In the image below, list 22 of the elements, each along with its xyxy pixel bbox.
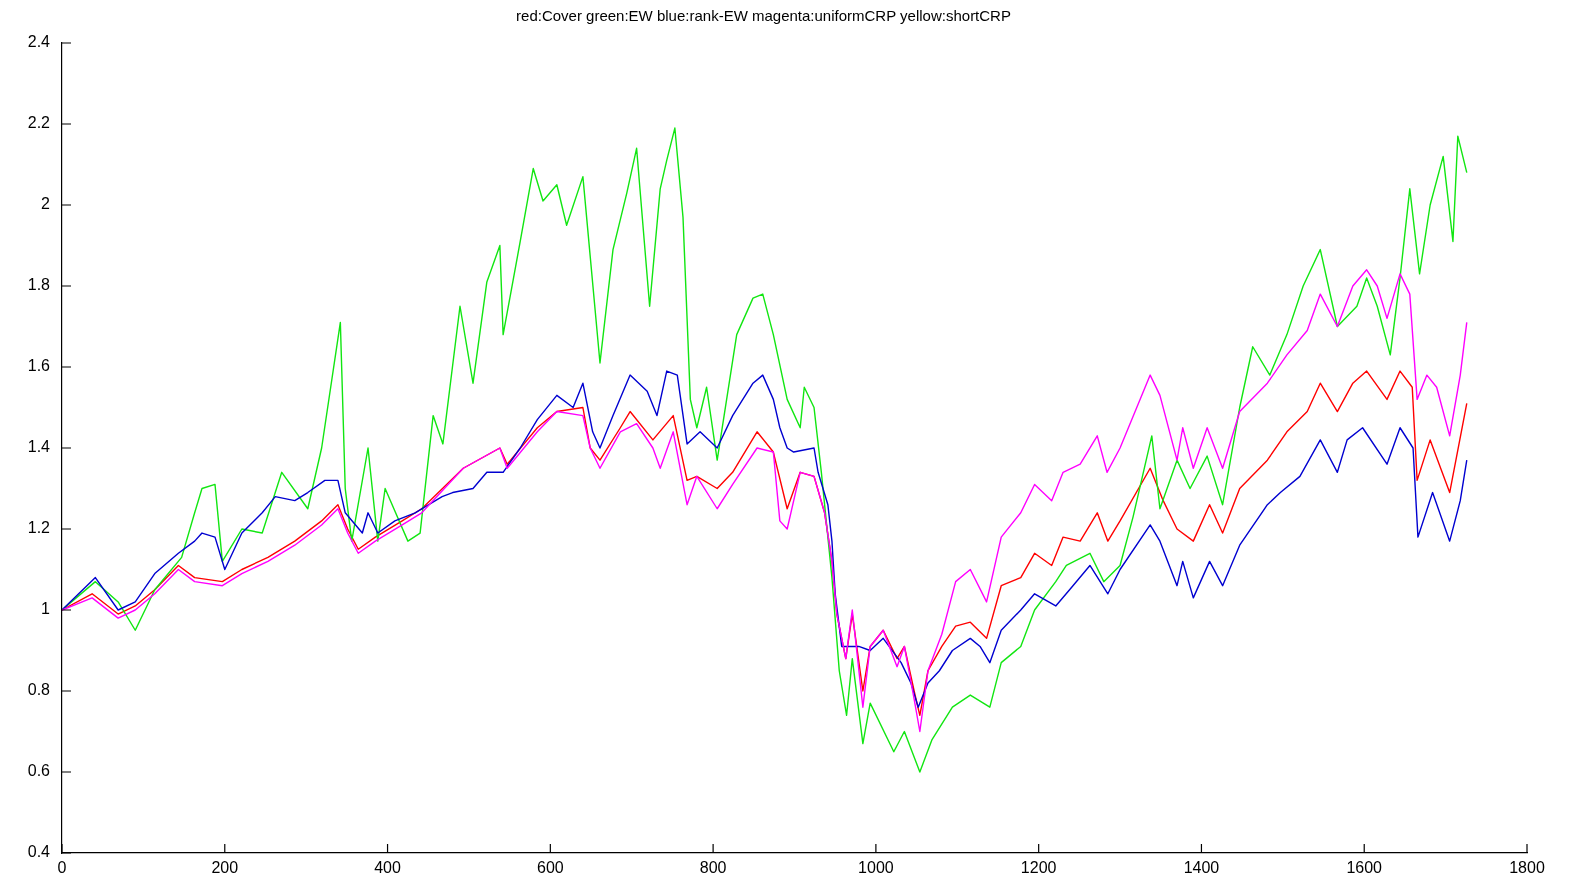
y-tick-label: 2.2	[27, 114, 51, 132]
y-tick-label: 1.6	[27, 357, 51, 375]
y-tick-label: 1.2	[27, 519, 51, 537]
y-tick-label: 1	[41, 600, 51, 618]
x-tick-label: 0	[57, 859, 67, 877]
x-tick-label: 800	[699, 859, 727, 877]
chart-title: red:Cover green:EW blue:rank-EW magenta:uniformCRP yellow:shortCRP	[516, 7, 1011, 25]
x-tick-label: 1000	[858, 859, 894, 877]
y-tick-label: 0.6	[27, 762, 51, 780]
y-tick-label: 2.4	[27, 33, 51, 51]
x-tick-label: 1200	[1020, 859, 1057, 877]
x-tick-label: 400	[374, 859, 401, 877]
y-tick-label: 1.4	[27, 438, 51, 456]
x-tick-label: 1800	[1509, 859, 1545, 877]
x-tick-label: 1600	[1346, 859, 1383, 877]
y-tick-label: 2	[41, 195, 51, 213]
y-tick-label: 1.8	[27, 276, 51, 294]
y-tick-label: 0.8	[27, 681, 51, 699]
x-tick-label: 200	[211, 859, 239, 877]
x-tick-label: 600	[536, 859, 564, 877]
x-tick-label: 1400	[1183, 859, 1220, 877]
y-tick-label: 0.4	[27, 843, 51, 861]
